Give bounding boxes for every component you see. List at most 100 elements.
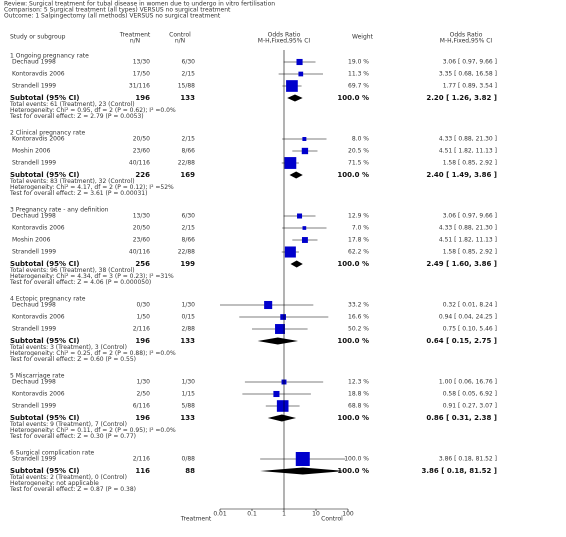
- weight-label: 20.5 %: [348, 148, 369, 155]
- x-axis-label-right: Control: [321, 516, 343, 523]
- study-square: [275, 324, 285, 334]
- subtotal-control: 133: [180, 337, 195, 345]
- overall-effect: Test for overall effect: Z = 0.87 (P = 0…: [9, 486, 136, 493]
- subtotal-weight: 100.0 %: [337, 467, 369, 475]
- subtotal-control: 169: [180, 171, 195, 179]
- subtotal-estimate: 2.49 [ 1.60, 3.86 ]: [426, 260, 497, 268]
- study-name: Dechaud 1998: [12, 59, 56, 66]
- subtotal-weight: 100.0 %: [337, 414, 369, 422]
- subtotal-estimate: 2.20 [ 1.26, 3.82 ]: [426, 94, 497, 102]
- treatment-count: 2/116: [133, 456, 150, 463]
- weight-label: 69.7 %: [348, 83, 369, 90]
- study-square: [264, 300, 273, 310]
- study-square: [297, 213, 303, 219]
- control-count: 1/30: [182, 379, 196, 386]
- subtotal-label: Subtotal (95% CI): [10, 337, 79, 345]
- weight-label: 12.3 %: [348, 379, 369, 386]
- estimate-label: 0.32 [ 0.01, 8.24 ]: [443, 302, 497, 309]
- subtotal-treatment: 196: [135, 94, 150, 102]
- study-square: [273, 390, 280, 398]
- heterogeneity: Heterogeneity: not applicable: [10, 480, 99, 487]
- group-title: 6 Surgical complication rate: [10, 450, 95, 457]
- weight-label: 7.0 %: [352, 225, 369, 232]
- heterogeneity: Heterogeneity: Chi² = 0.95, df = 2 (P = …: [10, 107, 176, 114]
- weight-label: 50.2 %: [348, 326, 369, 333]
- estimate-label: 3.06 [ 0.97, 9.66 ]: [443, 59, 497, 66]
- study-square: [296, 58, 303, 66]
- treatment-count: 6/116: [133, 403, 150, 410]
- study-name: Moshin 2006: [12, 148, 51, 155]
- subtotal-diamond: [289, 171, 303, 179]
- weight-label: 100.0 %: [344, 456, 369, 463]
- column-header: Weight: [352, 34, 374, 41]
- outcome-line: Outcome: 1 Salpingectomy (all methods) V…: [4, 13, 221, 20]
- group-title: 3 Pregnancy rate - any definition: [10, 207, 109, 214]
- study-name: Strandell 1999: [12, 403, 56, 410]
- study-name: Dechaud 1998: [12, 213, 56, 220]
- subtotal-weight: 100.0 %: [337, 337, 369, 345]
- review-line: Review: Surgical treatment for tubal dis…: [4, 1, 275, 8]
- total-events: Total events: 3 (Treatment), 3 (Control): [9, 344, 127, 351]
- treatment-count: 1/30: [137, 379, 151, 386]
- group-title: 2 Clinical pregnancy rate: [10, 130, 85, 137]
- subtotal-estimate: 0.86 [ 0.31, 2.38 ]: [426, 414, 497, 422]
- control-count: 8/66: [182, 148, 196, 155]
- subtotal-diamond: [290, 260, 303, 268]
- subtotal-treatment: 226: [135, 171, 150, 179]
- subtotal-label: Subtotal (95% CI): [10, 171, 79, 179]
- estimate-label: 4.51 [ 1.82, 11.13 ]: [439, 148, 497, 155]
- heterogeneity: Heterogeneity: Chi² = 0.11, df = 2 (P = …: [10, 427, 176, 434]
- treatment-count: 23/60: [133, 148, 150, 155]
- control-count: 2/15: [182, 225, 196, 232]
- overall-effect: Test for overall effect: Z = 0.60 (P = 0…: [9, 356, 136, 363]
- weight-label: 12.9 %: [348, 213, 369, 220]
- x-tick-label: 0.1: [247, 511, 257, 518]
- subtotal-label: Subtotal (95% CI): [10, 94, 79, 102]
- treatment-count: 1/50: [137, 314, 151, 321]
- estimate-label: 3.06 [ 0.97, 9.66 ]: [443, 213, 497, 220]
- weight-label: 8.0 %: [352, 136, 369, 143]
- total-events: Total events: 96 (Treatment), 38 (Contro…: [9, 267, 135, 274]
- study-square: [280, 314, 286, 320]
- control-count: 5/88: [182, 403, 196, 410]
- estimate-label: 1.00 [ 0.06, 16.76 ]: [439, 379, 497, 386]
- treatment-count: 13/30: [133, 213, 150, 220]
- comparison-line: Comparison: 5 Surgical treatment (all ty…: [4, 7, 231, 14]
- group-title: 4 Ectopic pregnancy rate: [10, 296, 86, 303]
- treatment-count: 13/30: [133, 59, 150, 66]
- overall-effect: Test for overall effect: Z = 3.61 (P = 0…: [9, 190, 147, 197]
- control-count: 15/88: [178, 83, 195, 90]
- subtotal-weight: 100.0 %: [337, 171, 369, 179]
- study-square: [301, 147, 309, 155]
- study-name: Strandell 1999: [12, 249, 56, 256]
- overall-effect: Test for overall effect: Z = 2.79 (P = 0…: [9, 113, 144, 120]
- subtotal-control: 133: [180, 414, 195, 422]
- treatment-count: 40/116: [129, 249, 150, 256]
- study-square: [302, 137, 307, 141]
- weight-label: 11.3 %: [348, 71, 369, 78]
- subtotal-diamond: [260, 467, 346, 475]
- subtotal-estimate: 2.40 [ 1.49, 3.86 ]: [426, 171, 497, 179]
- heterogeneity: Heterogeneity: Chi² = 0.25, df = 2 (P = …: [10, 350, 176, 357]
- subtotal-control: 199: [180, 260, 195, 268]
- column-header: Treatment: [119, 32, 151, 39]
- treatment-count: 2/50: [137, 391, 151, 398]
- weight-label: 18.8 %: [348, 391, 369, 398]
- group-title: 1 Ongoing pregnancy rate: [10, 53, 89, 60]
- study-name: Kontoravdis 2006: [12, 225, 65, 232]
- subtotal-diamond: [287, 94, 303, 102]
- control-count: 6/30: [182, 213, 196, 220]
- weight-label: 62.2 %: [348, 249, 369, 256]
- control-count: 22/88: [178, 160, 195, 167]
- control-count: 22/88: [178, 249, 195, 256]
- control-count: 0/15: [182, 314, 196, 321]
- subtotal-treatment: 196: [135, 337, 150, 345]
- study-name: Kontoravdis 2006: [12, 71, 65, 78]
- x-tick-label: 10: [312, 511, 320, 518]
- control-count: 0/88: [182, 456, 196, 463]
- study-name: Dechaud 1998: [12, 379, 56, 386]
- overall-effect: Test for overall effect: Z = 4.06 (P = 0…: [9, 279, 151, 286]
- subtotal-estimate: 0.64 [ 0.15, 2.75 ]: [426, 337, 497, 345]
- estimate-label: 4.51 [ 1.82, 11.13 ]: [439, 237, 497, 244]
